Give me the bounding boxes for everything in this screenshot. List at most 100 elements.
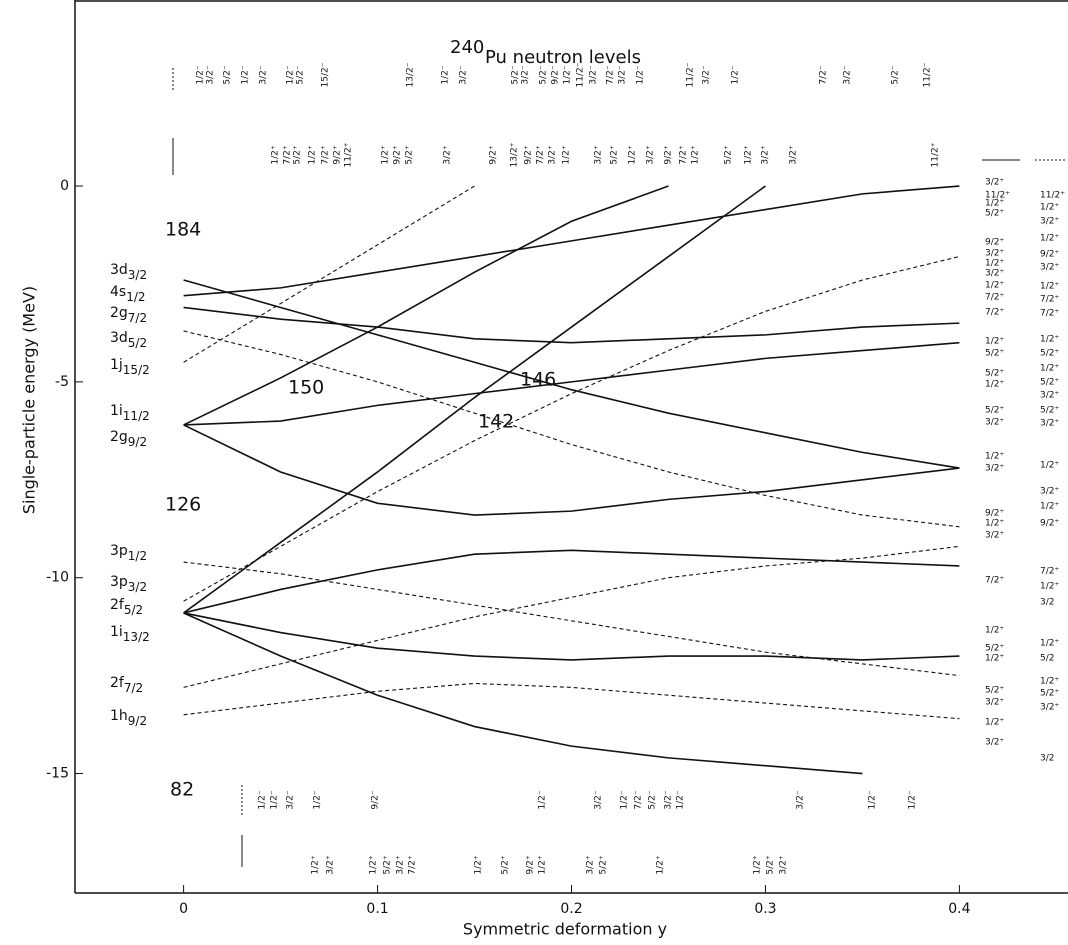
orbital-label: 5/2⁺ — [383, 855, 393, 874]
orbital-label: 1/2⁺ — [474, 855, 484, 874]
orbital-label: 5/2⁺ — [1040, 349, 1059, 359]
magic-number: 184 — [165, 219, 201, 241]
level-name: 2g — [110, 429, 128, 445]
level-curve — [183, 185, 766, 614]
level-curve — [183, 424, 960, 516]
orbital-label: 3/2⁺ — [761, 145, 771, 164]
orbital-label: 3/2⁺ — [594, 145, 604, 164]
orbital-label: 1/2⁻ — [538, 790, 548, 809]
orbital-label: 5/2⁺ — [1040, 378, 1059, 388]
orbital-label: 1/2⁺ — [744, 145, 754, 164]
orbital-label: 7/2⁻ — [606, 65, 616, 84]
orbital-label: 1/2⁺ — [691, 145, 701, 164]
level-j: 3/2 — [128, 580, 147, 594]
level-curve — [183, 561, 960, 677]
orbital-label: 3/2⁺ — [1040, 419, 1059, 429]
orbital-label: 5/2⁺ — [985, 209, 1004, 219]
orbital-label: 7/2⁻ — [819, 65, 829, 84]
orbital-label: 3/2⁺ — [326, 855, 336, 874]
level-j: 7/2 — [128, 311, 147, 325]
orbital-label: 3/2⁻ — [702, 65, 712, 84]
orbital-label: 1/2⁺ — [656, 855, 666, 874]
orbital-label: 9/2⁺ — [1040, 519, 1059, 529]
orbital-label: 3/2⁺ — [985, 249, 1004, 259]
orbital-label: 1/2⁺ — [538, 855, 548, 874]
orbital-label: 3/2⁺ — [985, 269, 1004, 279]
orbital-label: 3/2⁺ — [1040, 487, 1059, 497]
orbital-label: 7/2⁺ — [321, 145, 331, 164]
orbital-label: 3/2⁻ — [664, 790, 674, 809]
orbital-label: 3/2⁺ — [1040, 217, 1059, 227]
spherical-level: 3d3/2 — [110, 262, 147, 282]
orbital-label: 3/2⁺ — [985, 178, 1004, 188]
orbital-label: 7/2⁻ — [634, 790, 644, 809]
orbital-label: 3/2⁻ — [843, 65, 853, 84]
orbital-label: 5/2⁺ — [985, 406, 1004, 416]
orbital-label: 3/2⁻ — [521, 65, 531, 84]
orbital-label: 7/2⁺ — [1040, 567, 1059, 577]
orbital-label: 5/2⁻ — [511, 65, 521, 84]
orbital-label: 9/2⁻ — [371, 790, 381, 809]
orbital-label: 1/2⁻ — [196, 65, 206, 84]
orbital-label: 5/2⁻ — [648, 790, 658, 809]
orbital-label: 9/2⁺ — [664, 145, 674, 164]
orbital-label: 9/2⁺ — [985, 509, 1004, 519]
orbital-label: 1/2⁺ — [985, 452, 1004, 462]
orbital-label: 5/2⁺ — [766, 855, 776, 874]
level-j: 5/2 — [128, 336, 147, 350]
orbital-label: 1/2⁺ — [1040, 282, 1059, 292]
orbital-label: 3/2⁻ — [206, 65, 216, 84]
magic-number: 150 — [288, 377, 324, 399]
orbital-label: 5/2⁺ — [1040, 689, 1059, 699]
orbital-label: 5/2⁻ — [539, 65, 549, 84]
orbital-label: 1/2⁺ — [985, 654, 1004, 664]
orbital-label: 3/2⁺ — [985, 531, 1004, 541]
orbital-label: 3/2⁺ — [779, 855, 789, 874]
orbital-label: 7/2⁺ — [1040, 309, 1059, 319]
chart-title: Pu neutron levels — [485, 47, 641, 68]
orbital-label: 5/2⁺ — [501, 855, 511, 874]
orbital-label: 11/2⁻ — [686, 62, 696, 87]
orbital-label: 5/2⁻ — [296, 65, 306, 84]
orbital-label: 1/2⁺ — [381, 145, 391, 164]
orbital-label: 1/2⁻ — [676, 790, 686, 809]
orbital-label: 9/2⁺ — [526, 855, 536, 874]
spherical-level: 2g9/2 — [110, 429, 147, 449]
orbital-label: 11/2⁻ — [923, 62, 933, 87]
orbital-label: 1/2⁺ — [753, 855, 763, 874]
level-curve — [183, 279, 960, 469]
orbital-label: 7/2⁺ — [985, 576, 1004, 586]
orbital-label: 3/2 — [1040, 598, 1054, 608]
orbital-label: 5/2⁺ — [293, 145, 303, 164]
orbital-label: 1/2⁺ — [1040, 677, 1059, 687]
orbital-label: 11/2⁺ — [1040, 191, 1065, 201]
orbital-label: 1/2⁻ — [636, 65, 646, 84]
orbital-label: 7/2⁺ — [536, 145, 546, 164]
level-j: 1/2 — [128, 549, 147, 563]
orbital-label: 1/2⁺ — [1040, 234, 1059, 244]
level-name: 2g — [110, 305, 128, 321]
orbital-label: 7/2⁺ — [1040, 295, 1059, 305]
orbital-label: 3/2⁺ — [1040, 263, 1059, 273]
orbital-label: 5/2⁻ — [891, 65, 901, 84]
orbital-label: 5/2⁺ — [405, 145, 415, 164]
y-axis-label: Single-particle energy (MeV) — [20, 286, 39, 514]
orbital-label: 9/2⁻ — [551, 65, 561, 84]
magic-number: 82 — [170, 779, 194, 801]
level-name: 1h — [110, 708, 128, 724]
level-name: 1j — [110, 357, 123, 373]
spherical-level: 2f7/2 — [110, 675, 143, 695]
y-tick-label: -10 — [46, 570, 69, 586]
orbital-label: 5/2⁻ — [223, 65, 233, 84]
level-name: 2f — [110, 597, 125, 613]
level-j: 9/2 — [128, 714, 147, 728]
level-curve — [183, 185, 475, 363]
orbital-label: 1/2⁺ — [271, 145, 281, 164]
level-name: 3p — [110, 574, 128, 590]
orbital-label: 5/2⁺ — [985, 369, 1004, 379]
orbital-label: 3/2⁺ — [985, 464, 1004, 474]
orbital-label: 1/2⁺ — [985, 259, 1004, 269]
orbital-label: 7/2⁺ — [408, 855, 418, 874]
orbital-label: 9/2⁺ — [333, 145, 343, 164]
spherical-level: 1i13/2 — [110, 624, 150, 644]
